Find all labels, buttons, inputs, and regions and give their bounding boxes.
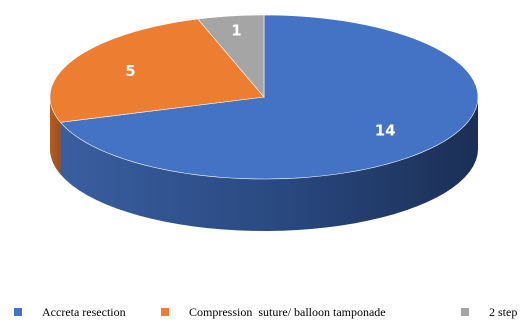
legend-label-accreta: Accreta resection (42, 305, 126, 319)
legend-item-2-step: 2 step (461, 304, 517, 320)
data-label-1: 5 (125, 62, 135, 80)
pie-side-0 (60, 97, 478, 231)
pie-labels: 14 5 1 (125, 22, 395, 140)
pie-sides (50, 97, 478, 231)
pie-slice-2 (197, 14, 265, 98)
pie-slice-0 (59, 14, 479, 180)
pie-tops (49, 14, 479, 180)
legend-label-2-step: 2 step (489, 305, 518, 319)
legend-item-accreta: Accreta resection (14, 304, 126, 320)
legend: Accreta resection Compression suture/ ba… (0, 304, 520, 322)
data-label-0: 14 (375, 122, 396, 140)
legend-label-compression: Compression suture/ balloon tamponade (189, 305, 386, 319)
pie-chart: 14 5 1 (49, 14, 479, 231)
legend-swatch-accreta (14, 308, 22, 316)
legend-item-compression: Compression suture/ balloon tamponade (161, 304, 386, 320)
data-label-2: 1 (231, 22, 241, 40)
legend-swatch-compression (161, 308, 169, 316)
pie-slice-1 (49, 18, 265, 123)
pie-side-1 (50, 97, 61, 175)
legend-swatch-2-step (461, 308, 469, 316)
